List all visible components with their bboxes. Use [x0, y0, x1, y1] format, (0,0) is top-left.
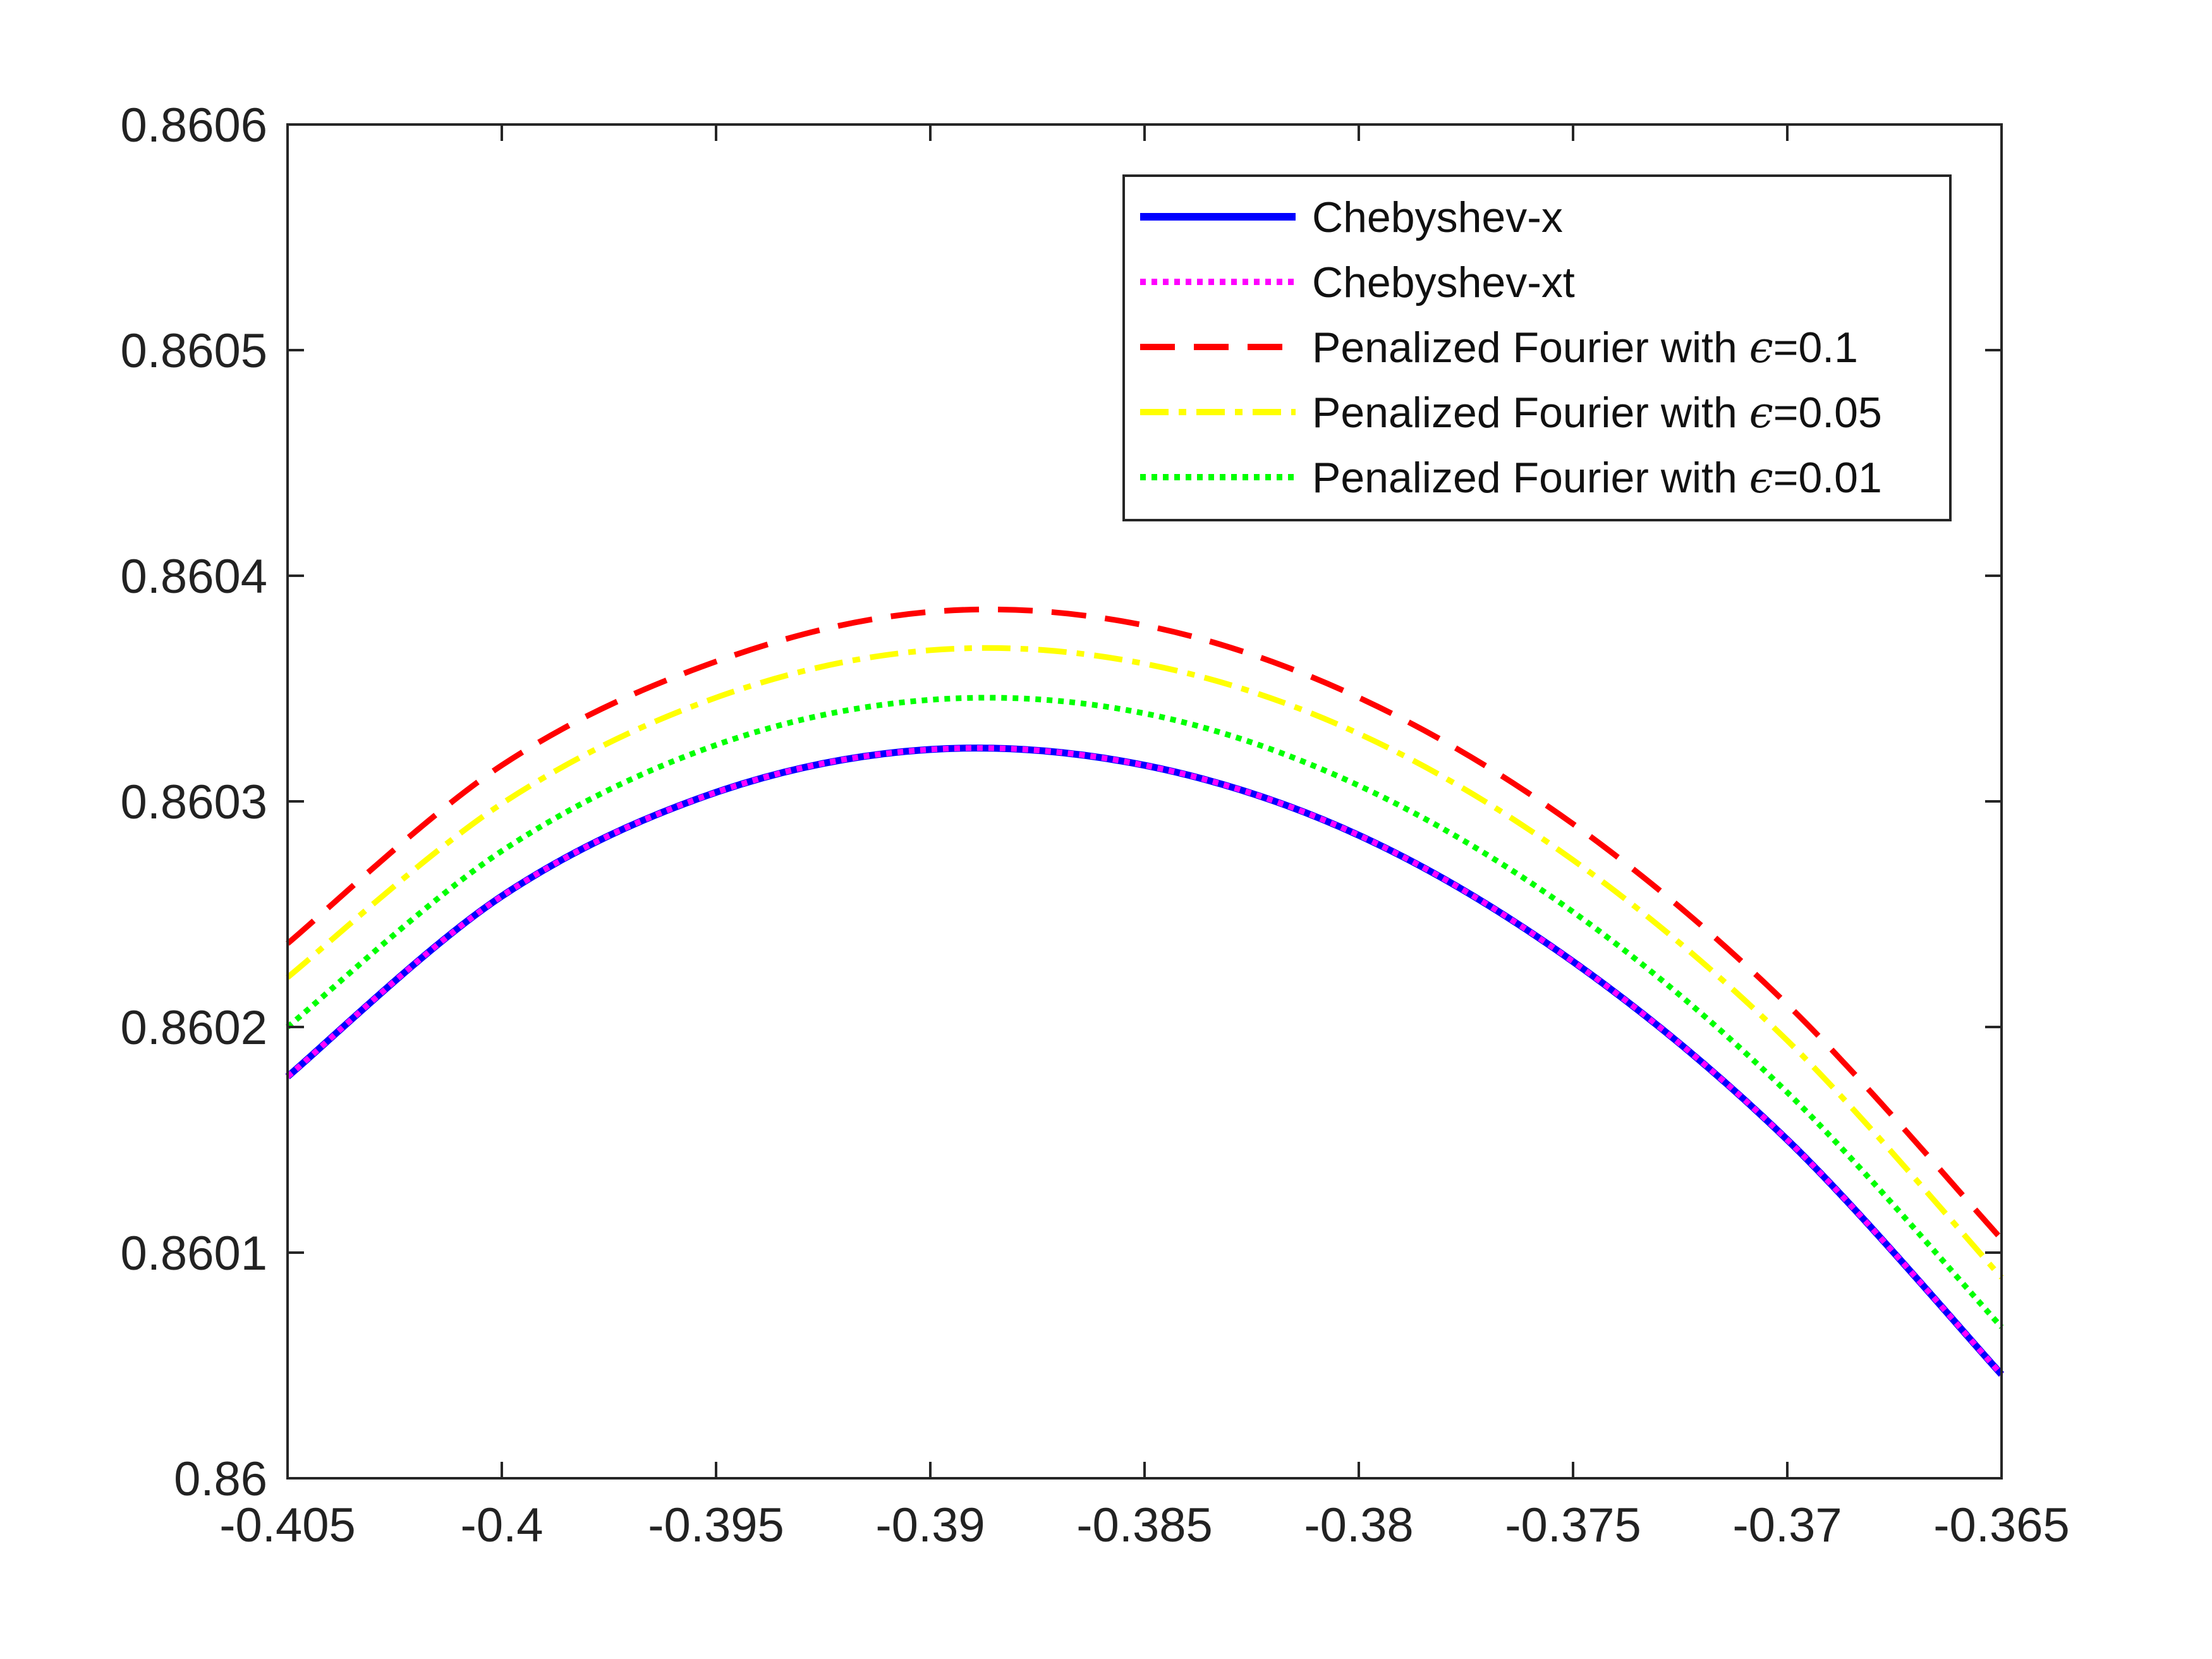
y-tick-label: 0.86: [174, 1452, 267, 1506]
x-tick-label: -0.4: [461, 1498, 544, 1552]
x-tick-label: -0.39: [875, 1498, 985, 1552]
series-line-2: [286, 745, 2004, 1376]
x-tick-label: -0.385: [1076, 1498, 1213, 1552]
legend-label-text: Penalized Fourier with: [1312, 389, 1749, 437]
x-tick-label: -0.405: [219, 1498, 356, 1552]
tick-layer: -0.405 -0.4 -0.395 -0.39 -0.385 -0.38 -0.375 -0…: [121, 99, 2070, 1552]
y-tick-label: 0.8605: [121, 324, 267, 378]
x-tick-label: -0.37: [1732, 1498, 1842, 1552]
legend-epsilon-symbol: ϵ: [1749, 388, 1773, 438]
y-tick-label: 0.8606: [121, 99, 267, 152]
y-tick-label: 0.8603: [121, 775, 267, 829]
legend-label-4: Penalized Fourier with ϵ=0.05: [1312, 388, 1882, 438]
legend-label-text: Penalized Fourier with: [1312, 454, 1749, 502]
series-line-4: [286, 645, 2004, 1280]
series-layer: [285, 606, 2005, 1377]
x-tick-label: -0.395: [648, 1498, 784, 1552]
x-tick-label: -0.38: [1304, 1498, 1413, 1552]
x-tick-label: -0.365: [1933, 1498, 2070, 1552]
series-line-5: [286, 695, 2004, 1329]
y-tick-label: 0.8602: [121, 1001, 267, 1055]
legend-label-1: Chebyshev-x: [1312, 193, 1563, 241]
legend-label-2: Chebyshev-xt: [1312, 258, 1575, 307]
y-tick-label: 0.8604: [121, 550, 267, 604]
series-line-3: [286, 606, 2004, 1241]
legend-label-text: Chebyshev-x: [1312, 193, 1563, 241]
legend-epsilon-symbol: ϵ: [1749, 323, 1773, 373]
y-tick-label: 0.8601: [121, 1227, 267, 1280]
legend-epsilon-symbol: ϵ: [1749, 453, 1773, 503]
legend-label-3: Penalized Fourier with ϵ=0.1: [1312, 323, 1858, 373]
legend-label-text: Penalized Fourier with: [1312, 324, 1749, 372]
legend: Chebyshev-x Chebyshev-xt Penalized Fourier…: [1122, 174, 1952, 521]
legend-epsilon-value: =0.01: [1773, 454, 1882, 502]
x-tick-label: -0.375: [1505, 1498, 1641, 1552]
legend-label-5: Penalized Fourier with ϵ=0.01: [1312, 453, 1882, 503]
legend-epsilon-value: =0.1: [1773, 324, 1858, 372]
legend-epsilon-value: =0.05: [1773, 389, 1882, 437]
legend-label-text: Chebyshev-xt: [1312, 258, 1575, 307]
